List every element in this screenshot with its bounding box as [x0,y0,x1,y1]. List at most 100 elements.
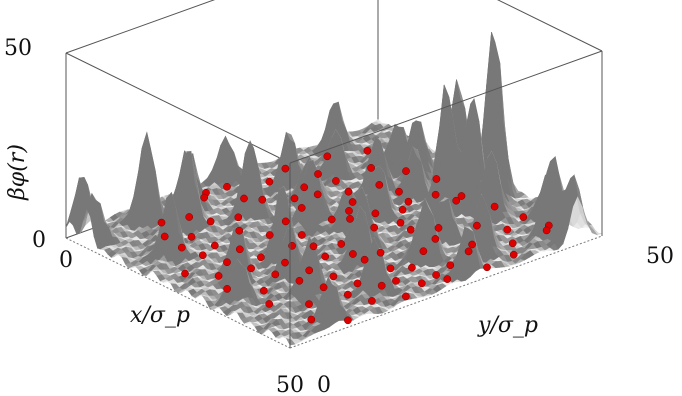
particle-marker [396,218,405,227]
particle-marker [223,258,231,267]
particle-marker [290,194,299,203]
particle-marker [234,213,243,222]
particle-marker [160,232,169,241]
particle-marker [398,205,407,214]
particle-marker [386,264,395,273]
particle-marker [305,300,313,308]
particle-marker [457,192,466,200]
particle-marker [185,213,194,221]
box-edge-top-right [497,0,603,52]
particle-marker [206,217,215,226]
particle-marker [281,164,290,173]
particle-marker [313,190,322,199]
y-tick-end: 50 [646,244,674,269]
particle-marker [200,193,209,202]
particle-marker [443,275,452,283]
particle-marker [349,250,357,258]
particle-marker [473,221,481,230]
particle-marker [297,204,306,212]
particle-marker [432,271,440,279]
particle-marker [371,209,380,218]
particle-marker [240,194,248,203]
particle-marker [452,196,461,205]
particle-marker [376,248,385,257]
particle-marker [223,285,231,293]
box-edge-top-left [65,52,291,164]
particle-marker [300,183,309,192]
particle-marker [392,277,400,285]
particle-marker [323,152,332,161]
particle-marker [432,175,441,183]
particle-marker [157,218,166,227]
particle-marker [363,146,372,155]
particle-marker [431,190,440,199]
particle-marker [187,232,196,241]
particle-marker [309,242,318,251]
particle-marker [503,225,512,234]
particle-marker [305,266,314,275]
particle-marker [346,215,354,223]
surface-patch [588,224,599,236]
particle-marker [367,164,375,172]
box-edge-top-front [289,50,603,164]
particle-marker [402,167,410,175]
particle-marker [343,290,352,299]
particle-marker [408,263,416,272]
z-tick-top: 50 [4,36,32,61]
particle-marker [265,177,274,186]
particle-marker [295,276,304,285]
particle-marker [464,247,473,256]
particle-marker [337,240,346,248]
particle-marker [214,272,223,280]
particle-marker [181,269,189,278]
particle-marker [395,187,403,196]
particle-marker [490,202,499,211]
box-edge-top-back [65,0,216,54]
particle-marker [235,245,244,254]
particle-marker [177,243,186,252]
bounding-box-front [65,50,603,349]
particle-marker [434,224,443,232]
particle-marker [235,226,244,235]
particle-marker [509,250,518,259]
particle-marker [368,297,376,305]
particle-marker [370,223,379,232]
particle-marker [417,279,426,288]
particle-marker [419,247,428,256]
particle-marker [508,239,517,248]
box-edge-floor-right [289,235,603,349]
particle-marker [406,225,415,234]
particle-marker [344,187,353,196]
particle-marker [321,252,330,261]
x-tick-end: 50 [276,373,304,396]
particle-marker [404,197,413,206]
particle-marker [281,217,290,226]
particle-marker [259,286,268,295]
particle-marker [258,195,267,204]
particle-marker [319,283,328,292]
particle-marker [542,226,551,235]
particle-marker [353,279,362,288]
particle-marker [401,292,410,301]
particle-marker [314,170,322,178]
particle-marker [375,181,384,189]
particle-marker [519,213,528,221]
particle-marker [265,300,274,308]
particle-marker [329,272,338,281]
z-axis-label: βφ(r) [5,144,30,201]
particle-marker [210,241,219,250]
box-edge-floor-left [65,237,291,349]
particle-marker [271,270,280,279]
particle-marker [332,177,340,185]
particle-marker [348,198,357,206]
x-axis-label: x/σ_p [130,303,190,328]
particle-marker [281,258,289,267]
particle-marker [468,240,476,249]
particle-marker [265,231,274,239]
y-tick-start: 0 [317,373,331,396]
particle-marker [307,315,316,324]
particle-marker [257,253,265,262]
particle-marker [247,264,255,273]
